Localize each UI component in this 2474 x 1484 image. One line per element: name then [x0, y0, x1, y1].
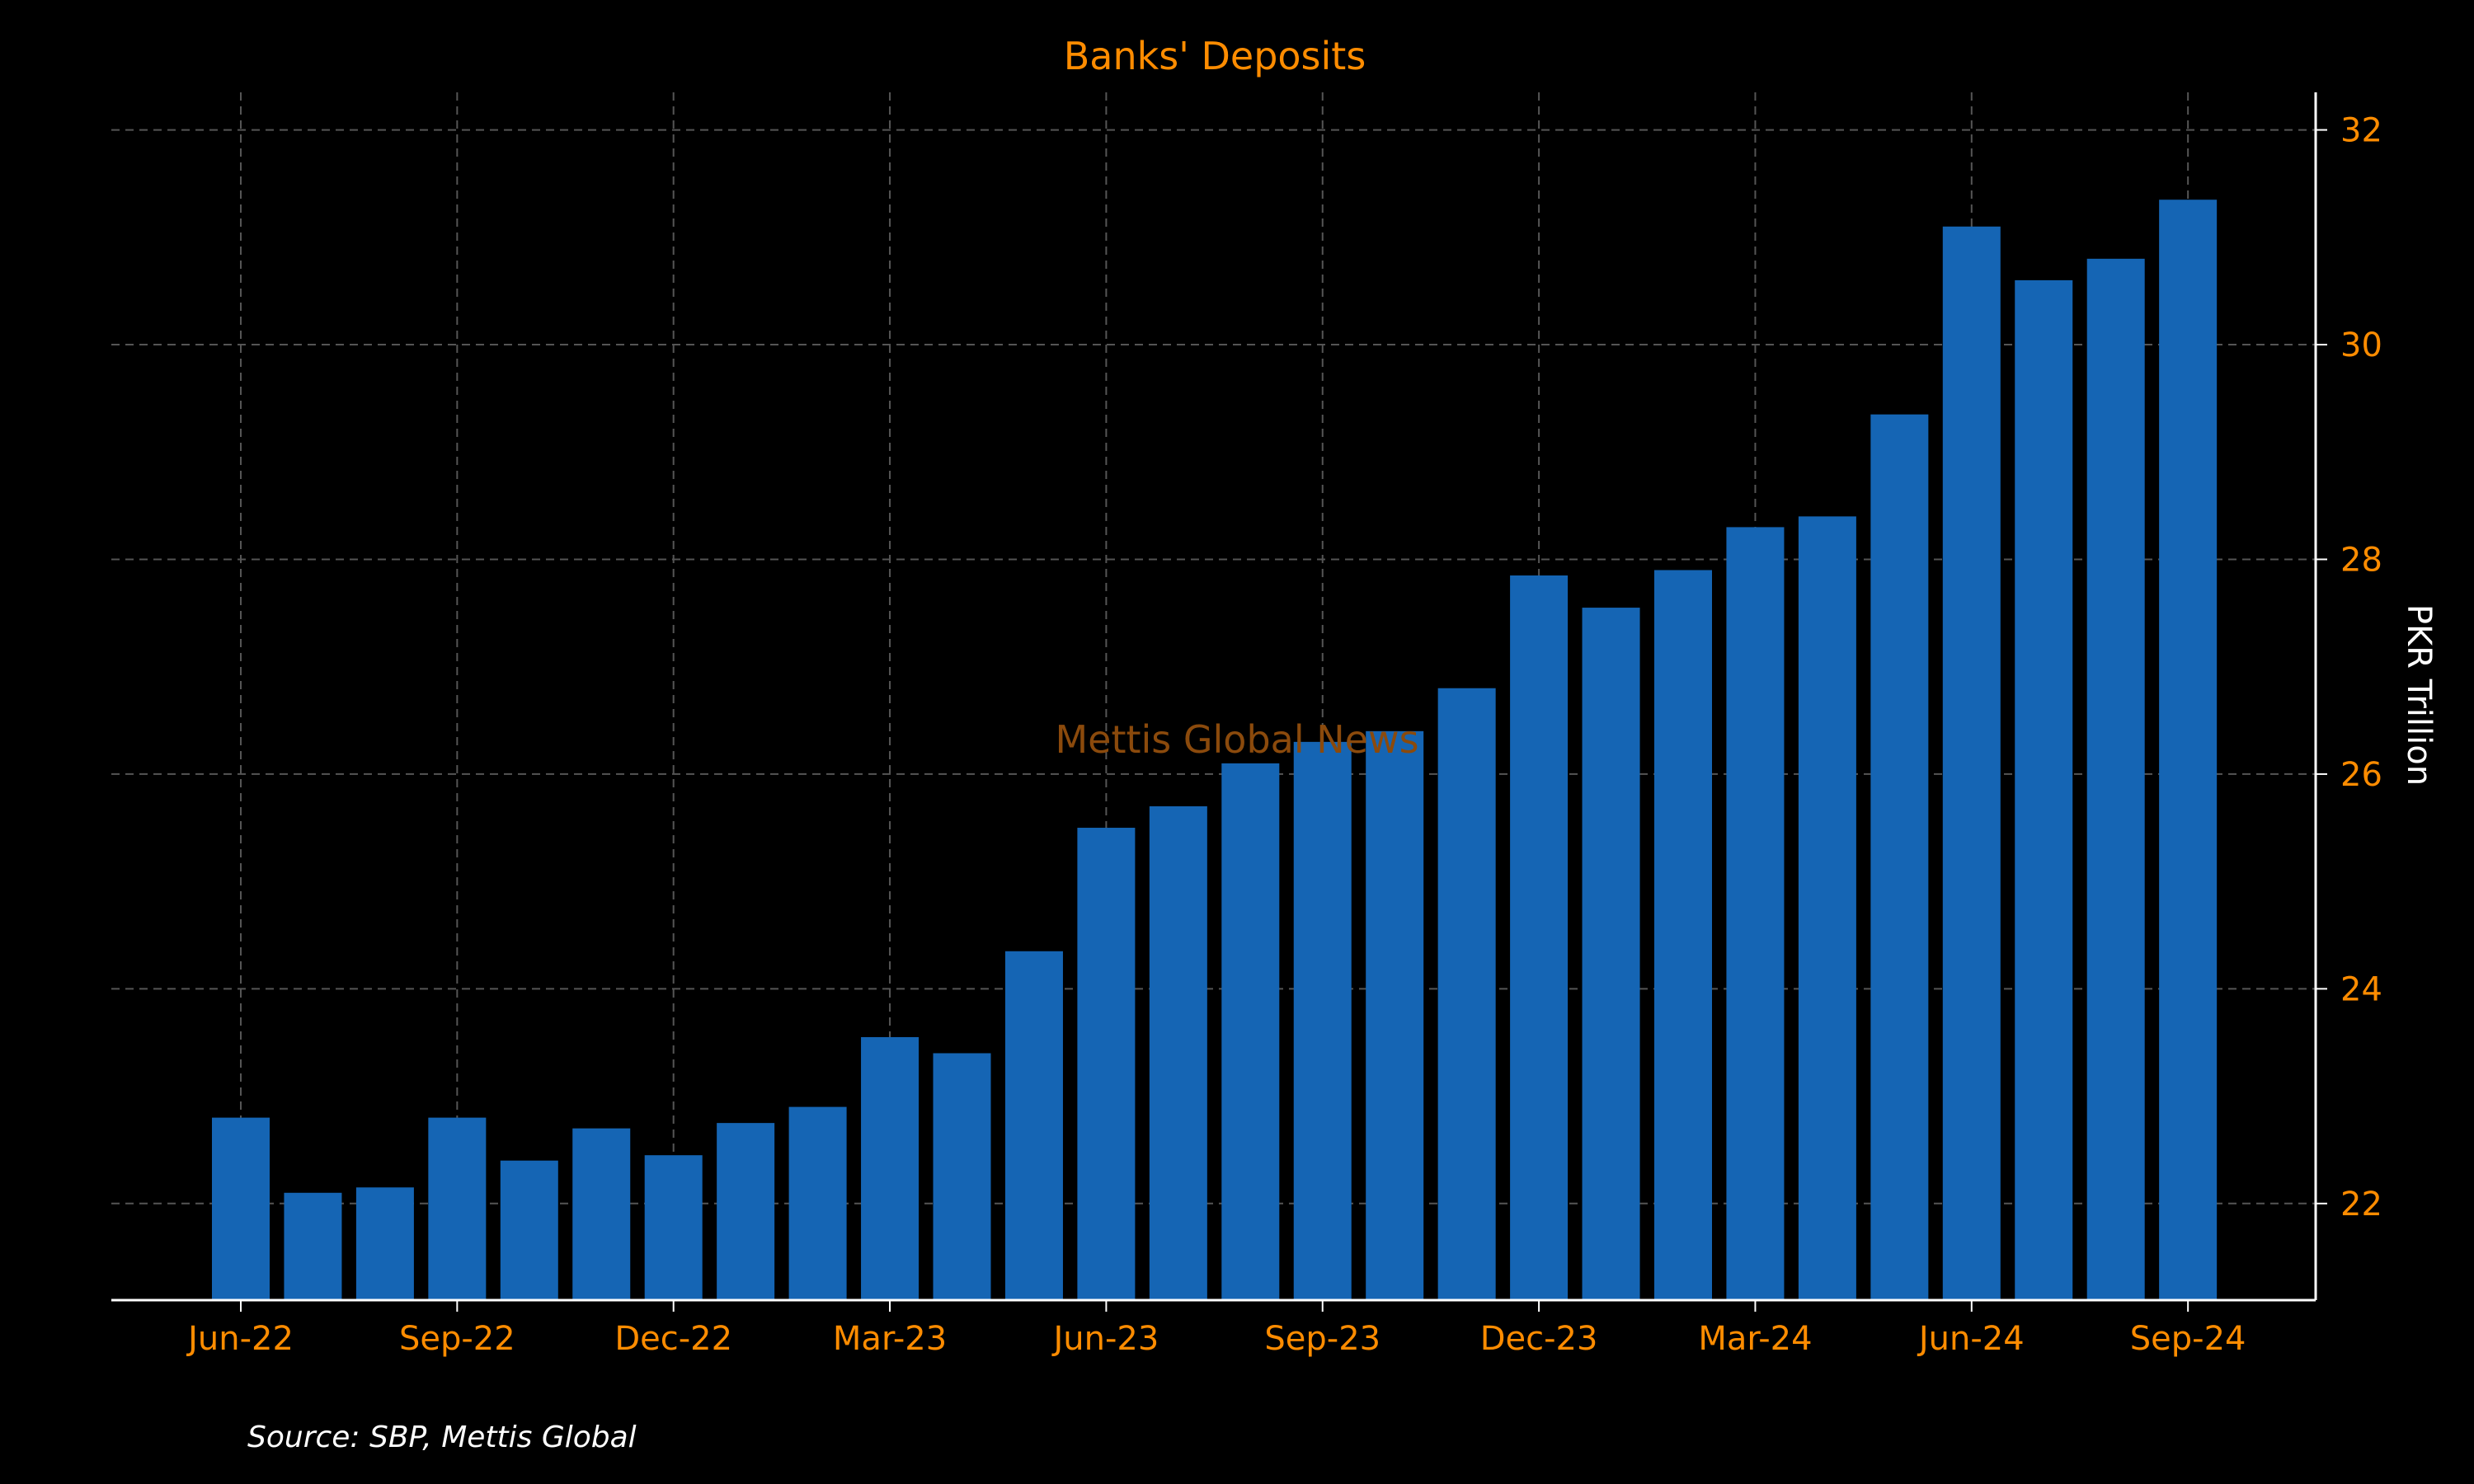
bar-aug-22 — [355, 1187, 414, 1300]
bar-apr-24 — [1798, 516, 1856, 1300]
bars — [212, 200, 2218, 1301]
bar-jul-23 — [1149, 805, 1207, 1300]
y-tick-label: 24 — [2340, 970, 2382, 1008]
x-tick-label: Mar-23 — [833, 1320, 947, 1358]
x-tick-label: Dec-22 — [614, 1320, 732, 1358]
x-tick-label: Sep-22 — [399, 1320, 515, 1358]
x-tick-label: Dec-23 — [1480, 1320, 1598, 1358]
bar-jun-24 — [1942, 226, 2001, 1300]
bar-dec-23 — [1510, 575, 1569, 1300]
bar-jan-23 — [717, 1123, 775, 1300]
bar-jan-24 — [1582, 608, 1640, 1300]
bar-sep-22 — [428, 1117, 487, 1300]
bar-jun-23 — [1077, 828, 1136, 1300]
bar-feb-24 — [1654, 570, 1712, 1300]
y-axis-label: PKR Trillion — [2400, 604, 2438, 786]
bar-aug-24 — [2086, 258, 2145, 1300]
bar-may-24 — [1870, 414, 1929, 1301]
bar-dec-22 — [644, 1155, 703, 1300]
y-tick-label: 30 — [2340, 326, 2382, 364]
y-axis-ticks: 22 24 26 28 30 32 — [2316, 112, 2382, 1223]
bar-oct-23 — [1366, 730, 1424, 1300]
bar-jul-24 — [2015, 279, 2073, 1300]
y-tick-label: 32 — [2340, 112, 2382, 150]
x-tick-label: Jun-24 — [1917, 1320, 2025, 1358]
watermark: Mettis Global News — [1055, 717, 1418, 762]
bar-nov-23 — [1437, 688, 1496, 1300]
bar-may-23 — [1004, 951, 1063, 1300]
bar-feb-23 — [788, 1106, 847, 1300]
x-axis-ticks: Jun-22 Sep-22 Dec-22 Mar-23 Jun-23 Sep-23 Dec-… — [186, 1300, 2246, 1358]
axes — [111, 92, 2317, 1302]
bar-nov-22 — [572, 1128, 631, 1300]
chart-title: Banks' Deposits — [1064, 34, 1366, 78]
bar-jul-22 — [284, 1192, 342, 1300]
y-tick-label: 28 — [2340, 541, 2382, 579]
y-tick-label: 22 — [2340, 1186, 2382, 1223]
x-tick-label: Sep-23 — [1264, 1320, 1380, 1358]
x-tick-label: Jun-22 — [186, 1320, 294, 1358]
x-tick-label: Mar-24 — [1698, 1320, 1812, 1358]
y-tick-label: 26 — [2340, 756, 2382, 794]
bar-jun-22 — [212, 1117, 270, 1300]
source-note: Source: SBP, Mettis Global — [247, 1421, 637, 1454]
bar-sep-24 — [2159, 200, 2218, 1301]
bar-mar-23 — [861, 1036, 920, 1300]
bar-apr-23 — [933, 1053, 991, 1300]
x-tick-label: Sep-24 — [2130, 1320, 2246, 1358]
bar-mar-24 — [1726, 527, 1785, 1300]
bar-sep-23 — [1293, 741, 1352, 1300]
x-tick-label: Jun-23 — [1051, 1320, 1159, 1358]
bar-oct-22 — [500, 1160, 558, 1300]
bar-aug-23 — [1221, 763, 1280, 1300]
